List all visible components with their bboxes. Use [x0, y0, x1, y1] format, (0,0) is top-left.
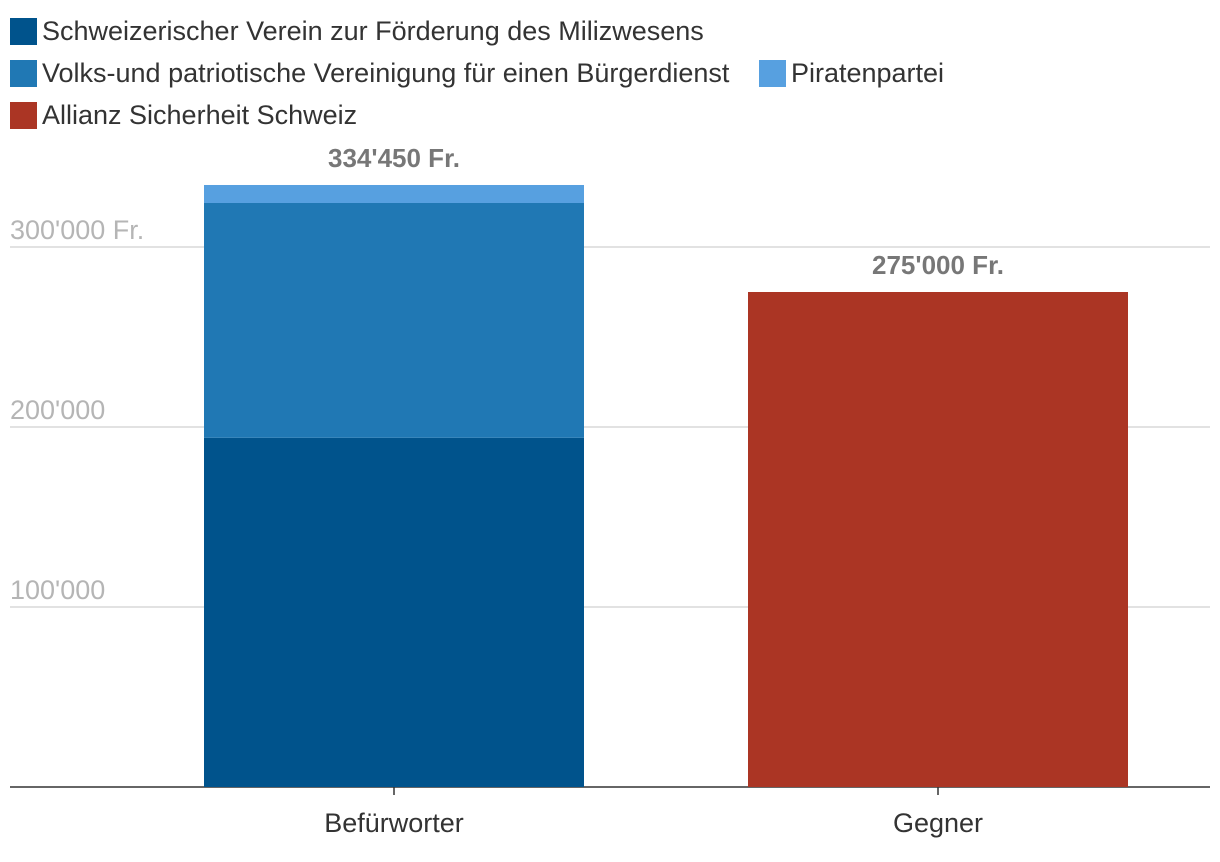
legend-item: Piratenpartei [758, 52, 945, 94]
legend-label: Piratenpartei [790, 58, 945, 88]
legend-label: Schweizerischer Verein zur Förderung des… [42, 16, 704, 46]
legend-swatch [10, 18, 37, 45]
legend-item: Volks-und patriotische Vereinigung für e… [10, 52, 729, 94]
legend-item: Allianz Sicherheit Schweiz [10, 94, 357, 136]
legend-label: Allianz Sicherheit Schweiz [42, 100, 358, 130]
legend: Schweizerischer Verein zur Förderung des… [10, 10, 1200, 136]
legend-label: Volks-und patriotische Vereinigung für e… [42, 58, 730, 88]
bar-segment [204, 437, 584, 787]
bar-segment [204, 202, 584, 438]
labels: 100'000 200'000 300'000 Fr. 334'450 Fr. Befü… [10, 143, 1004, 838]
legend-swatch [758, 60, 786, 87]
y-tick-label: 300'000 Fr. [10, 215, 144, 245]
y-tick-label: 200'000 [10, 395, 105, 425]
legend-item: Schweizerischer Verein zur Förderung des… [10, 10, 704, 52]
bars [204, 184, 1128, 787]
bar-segment [204, 184, 584, 203]
total-label: 275'000 Fr. [872, 250, 1004, 280]
legend-swatch [10, 102, 37, 129]
y-tick-label: 100'000 [10, 575, 105, 605]
x-category-label: Befürworter [324, 808, 464, 838]
x-category-label: Gegner [893, 808, 983, 838]
bar-segment [748, 292, 1128, 787]
total-label: 334'450 Fr. [328, 143, 460, 173]
legend-swatch [10, 60, 37, 87]
